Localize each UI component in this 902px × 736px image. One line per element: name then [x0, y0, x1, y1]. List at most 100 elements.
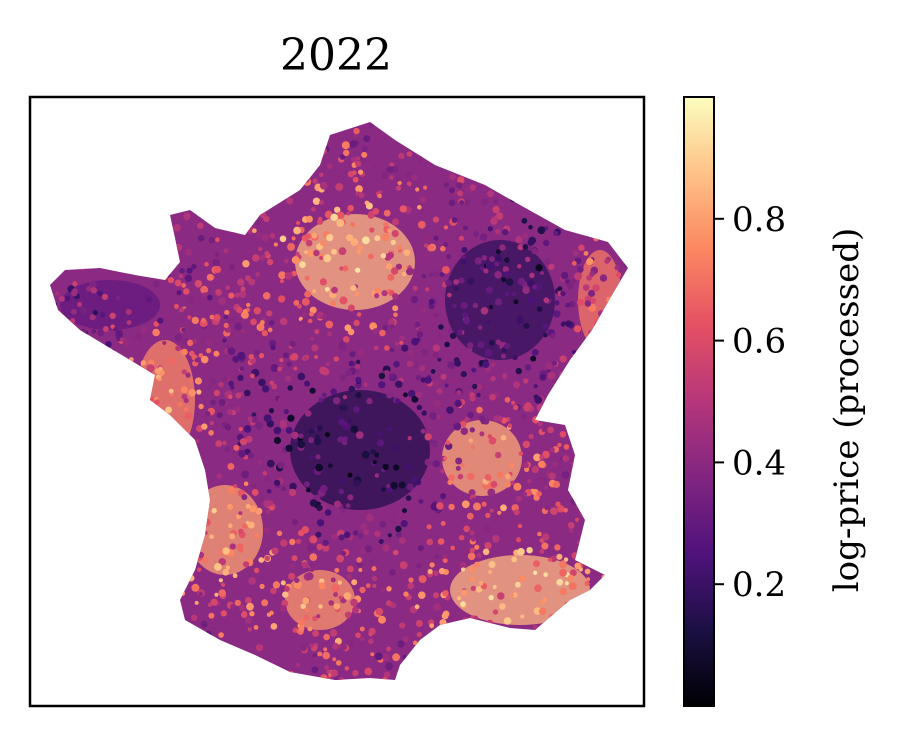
- scatter-point: [326, 234, 334, 242]
- scatter-point: [301, 355, 308, 362]
- scatter-point: [539, 479, 545, 485]
- scatter-point: [423, 185, 428, 190]
- scatter-point: [261, 599, 269, 607]
- scatter-point: [500, 504, 507, 512]
- scatter-point: [421, 349, 429, 356]
- scatter-point: [341, 508, 346, 514]
- scatter-point: [474, 562, 480, 568]
- scatter-point: [544, 504, 550, 511]
- scatter-point: [261, 330, 268, 337]
- scatter-point: [406, 151, 413, 157]
- scatter-point: [410, 296, 419, 304]
- scatter-point: [556, 553, 563, 560]
- scatter-point: [552, 480, 561, 489]
- region-blob: [450, 555, 590, 625]
- scatter-point: [247, 627, 252, 632]
- scatter-point: [279, 317, 288, 326]
- scatter-point: [476, 552, 482, 559]
- scatter-point: [543, 257, 552, 266]
- scatter-point: [244, 596, 252, 604]
- scatter-point: [448, 199, 456, 207]
- scatter-point: [469, 530, 475, 536]
- scatter-point: [515, 236, 523, 244]
- scatter-point: [535, 283, 543, 291]
- scatter-point: [204, 261, 209, 267]
- scatter-point: [261, 316, 267, 322]
- scatter-point: [346, 211, 351, 216]
- scatter-point: [345, 369, 353, 377]
- scatter-point: [378, 381, 386, 389]
- scatter-point: [463, 525, 470, 533]
- scatter-point: [258, 353, 265, 359]
- scatter-point: [194, 280, 203, 288]
- scatter-point: [249, 611, 255, 617]
- scatter-point: [344, 666, 350, 671]
- scatter-point: [197, 222, 204, 229]
- scatter-point: [240, 611, 248, 618]
- scatter-point: [471, 367, 477, 373]
- scatter-point: [119, 337, 125, 342]
- scatter-point: [207, 602, 213, 607]
- scatter-point: [311, 206, 316, 212]
- scatter-point: [557, 442, 562, 448]
- scatter-point: [416, 290, 421, 295]
- scatter-point: [513, 404, 519, 411]
- scatter-point: [309, 499, 318, 507]
- scatter-point: [362, 236, 370, 245]
- scatter-point: [353, 319, 360, 327]
- scatter-point: [492, 585, 497, 589]
- scatter-point: [387, 228, 392, 233]
- scatter-point: [198, 353, 204, 358]
- colorbar-ticks: 0.2 0.4 0.6 0.8: [714, 200, 786, 605]
- colorbar-tick-label: 0.8: [732, 200, 786, 240]
- scatter-point: [228, 380, 234, 387]
- scatter-point: [208, 612, 215, 619]
- scatter-point: [444, 383, 449, 388]
- scatter-point: [327, 331, 332, 337]
- scatter-point: [440, 373, 447, 380]
- scatter-point: [322, 651, 331, 660]
- scatter-point: [256, 331, 262, 337]
- scatter-point: [494, 254, 503, 262]
- scatter-point: [516, 495, 523, 502]
- scatter-point: [202, 556, 209, 563]
- scatter-point: [574, 562, 581, 570]
- scatter-point: [429, 439, 434, 444]
- scatter-point: [337, 436, 344, 443]
- scatter-point: [443, 456, 448, 461]
- scatter-point: [218, 578, 223, 583]
- scatter-point: [346, 234, 354, 242]
- scatter-point: [180, 341, 186, 347]
- scatter-point: [495, 249, 501, 255]
- scatter-point: [475, 586, 483, 593]
- scatter-point: [347, 639, 355, 648]
- region-blob: [60, 280, 160, 330]
- scatter-point: [568, 528, 574, 534]
- scatter-point: [355, 363, 361, 370]
- scatter-point: [252, 228, 257, 233]
- scatter-point: [419, 365, 426, 372]
- scatter-point: [358, 169, 364, 175]
- scatter-point: [270, 364, 279, 372]
- scatter-point: [572, 250, 579, 256]
- scatter-point: [228, 486, 236, 494]
- scatter-point: [146, 364, 155, 373]
- scatter-point: [587, 289, 596, 298]
- scatter-point: [387, 533, 392, 538]
- scatter-point: [289, 636, 295, 642]
- scatter-point: [537, 421, 543, 427]
- scatter-point: [288, 563, 295, 570]
- scatter-point: [391, 230, 399, 238]
- scatter-point: [244, 389, 251, 397]
- scatter-point: [542, 533, 550, 541]
- scatter-point: [185, 372, 191, 378]
- scatter-point: [251, 412, 257, 417]
- scatter-point: [416, 563, 422, 569]
- scatter-point: [460, 427, 469, 436]
- scatter-point: [349, 140, 358, 148]
- scatter-point: [350, 285, 357, 292]
- scatter-point: [521, 414, 527, 420]
- scatter-point: [346, 565, 354, 573]
- scatter-point: [504, 291, 510, 297]
- scatter-point: [487, 488, 496, 497]
